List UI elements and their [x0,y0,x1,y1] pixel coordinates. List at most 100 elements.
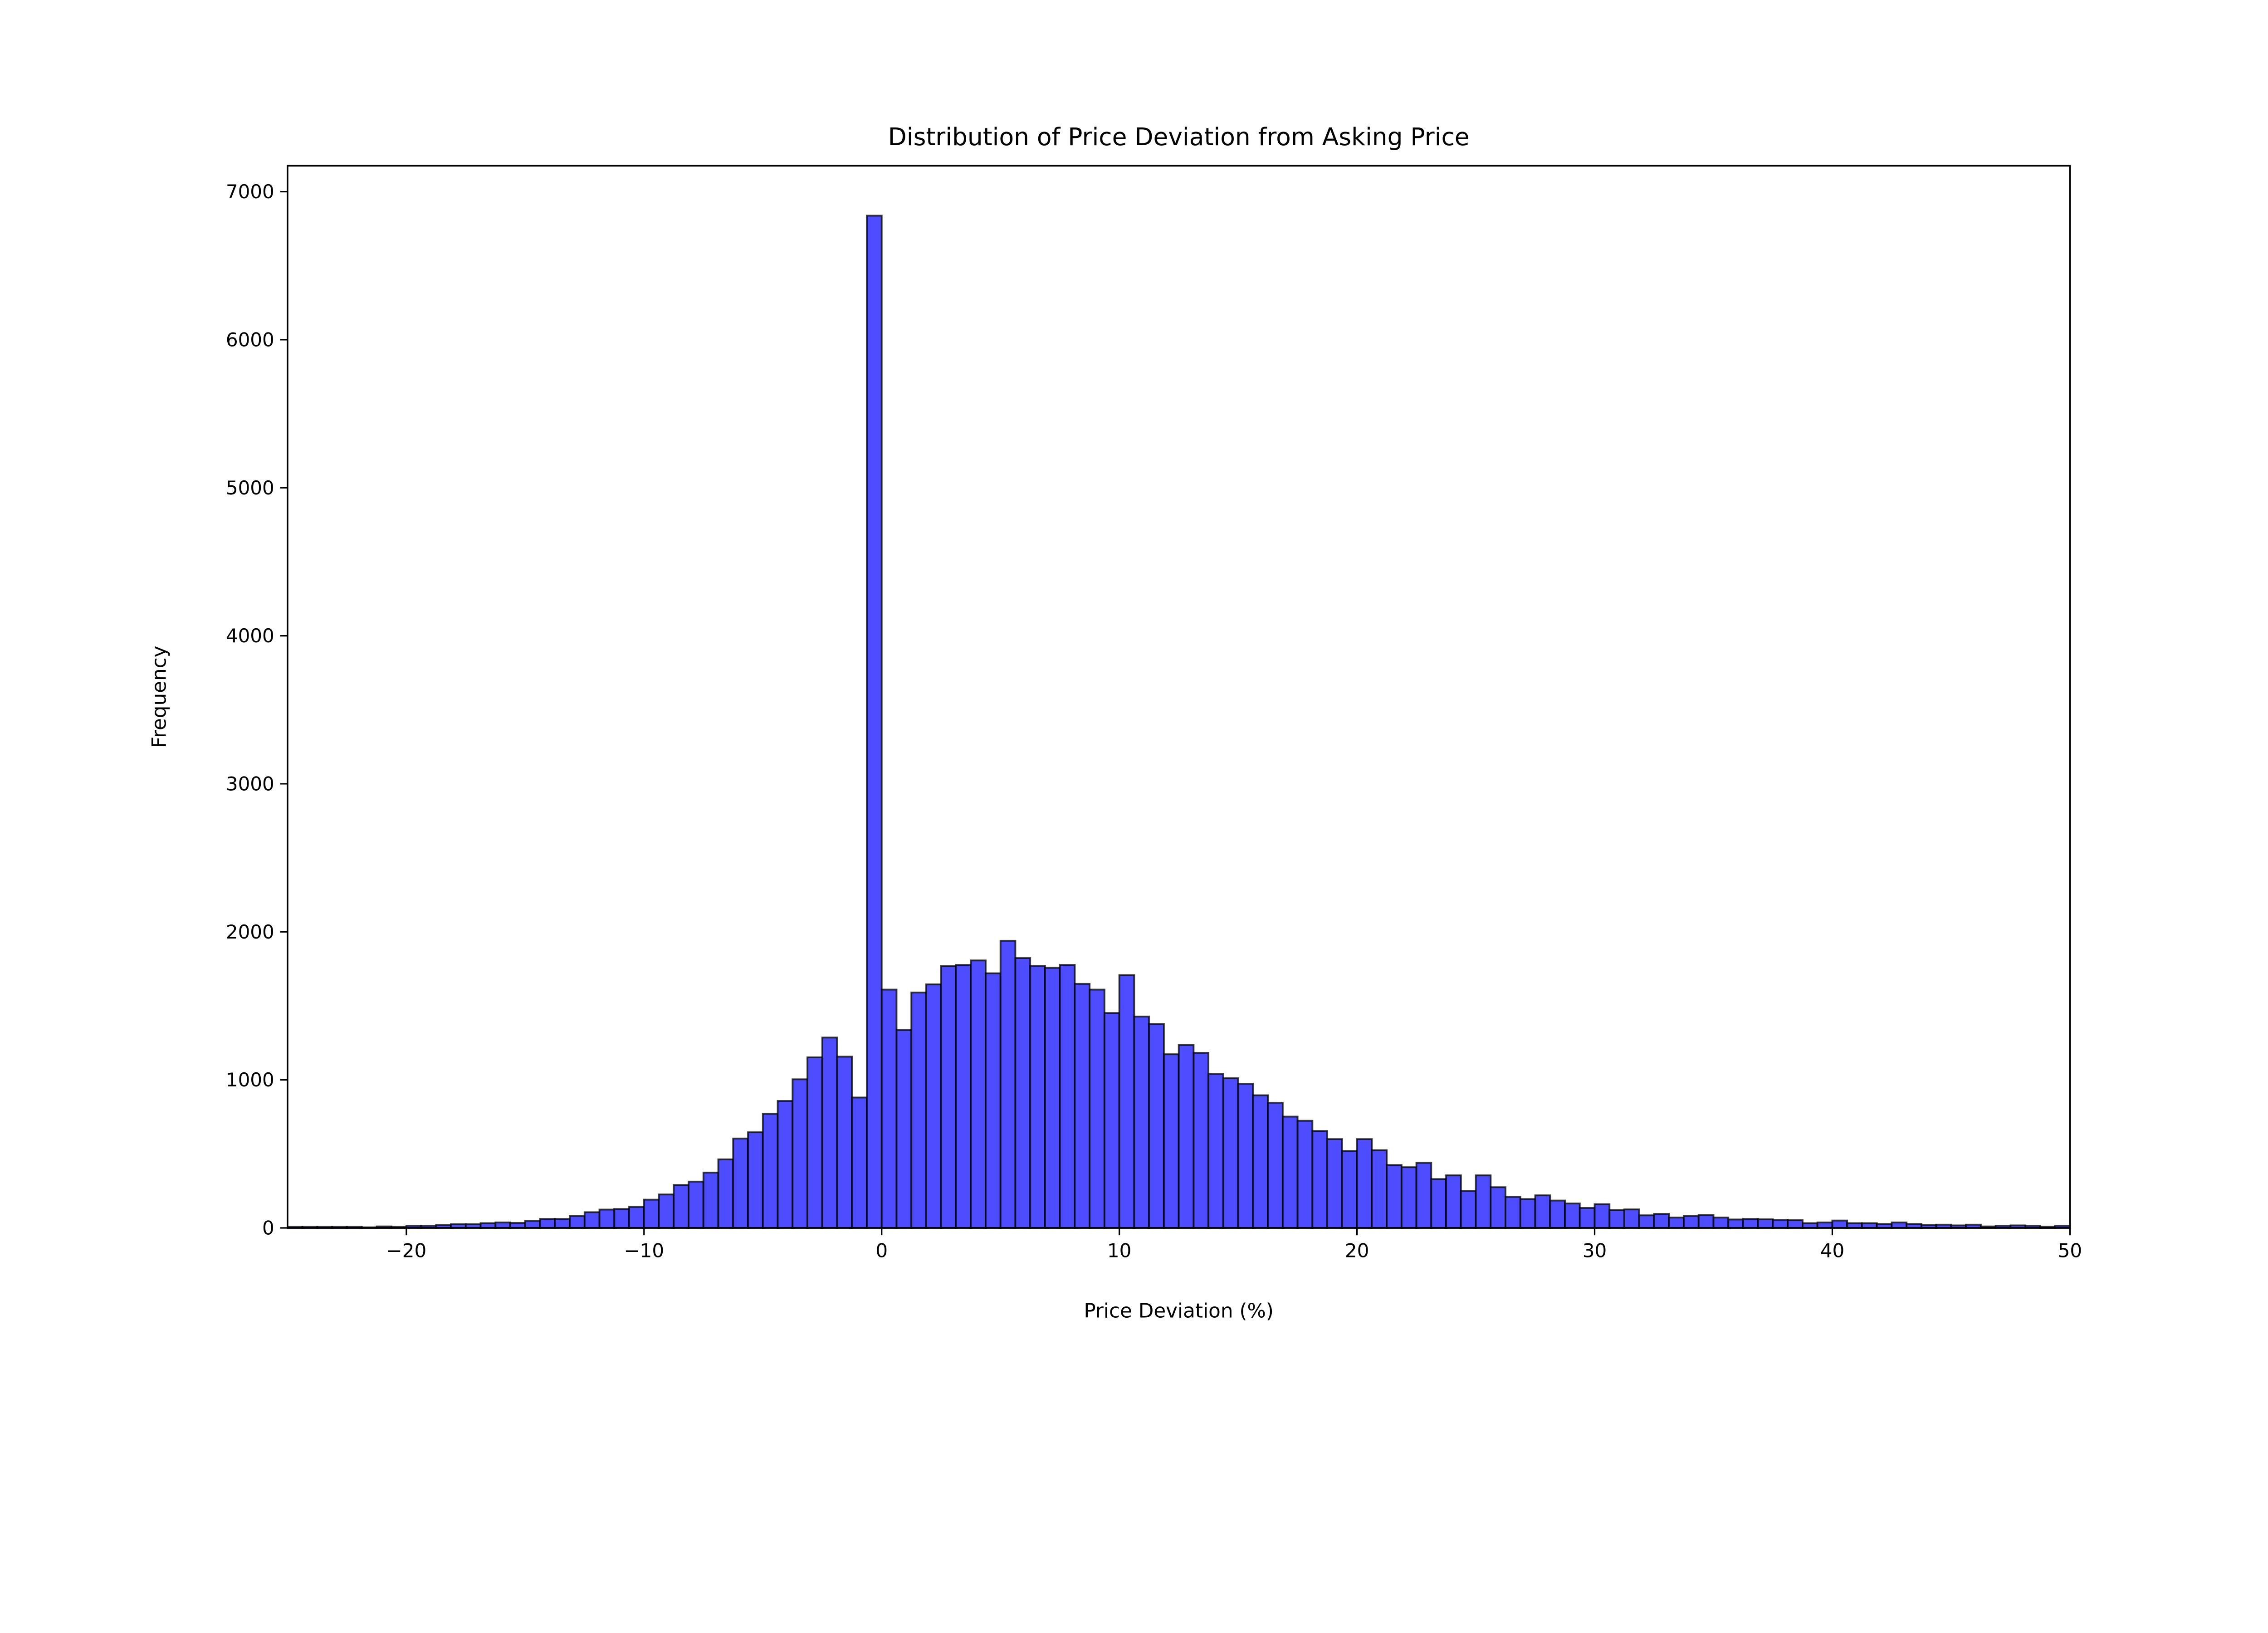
histogram-bar [732,1137,749,1229]
histogram-bar [1430,1178,1447,1229]
y-tick-label: 1000 [226,1069,274,1091]
histogram-bar [613,1208,630,1229]
histogram-bar [539,1218,556,1229]
histogram-bar [1133,1016,1150,1229]
histogram-bar [1742,1218,1759,1229]
histogram-bar [1683,1215,1700,1229]
histogram-bar [1608,1209,1625,1229]
histogram-bar [1148,1023,1165,1229]
histogram-bar [851,1096,868,1229]
histogram-bar [1787,1219,1804,1229]
y-tick-label: 4000 [226,625,274,647]
x-tick-label: 30 [1583,1240,1607,1262]
histogram-bar [955,964,972,1229]
histogram-bar [569,1215,586,1229]
histogram-bar [643,1198,660,1229]
histogram-bar [1118,974,1135,1229]
histogram-bar [658,1193,675,1229]
histogram-bar [1089,988,1105,1229]
histogram-bar [1593,1203,1611,1229]
histogram-bar [1267,1101,1284,1229]
histogram-bar [1415,1162,1432,1229]
histogram-bar [688,1180,704,1229]
histogram-bar [910,992,927,1229]
histogram-bar [1727,1218,1744,1229]
histogram-bar [554,1218,571,1229]
histogram-bar [494,1221,512,1229]
histogram-bar [1519,1198,1536,1229]
histogram-bar [1475,1174,1492,1229]
histogram-bar [985,972,1002,1229]
histogram-bar [1281,1115,1299,1229]
histogram-bar [1074,983,1091,1229]
x-tick-label: 40 [1820,1240,1844,1262]
histogram-bar [1163,1053,1180,1229]
histogram-bar [524,1220,541,1229]
histogram-bar [1697,1214,1715,1229]
histogram-bar [1460,1190,1477,1229]
histogram-bar [1178,1044,1195,1229]
y-tick-label: 0 [262,1217,274,1239]
histogram-bar [821,1037,838,1229]
histogram-bar [1252,1094,1269,1229]
histogram-bar [1891,1221,1908,1229]
histogram-bar [762,1113,779,1229]
y-axis-label: Frequency [147,645,171,748]
histogram-bar [1831,1219,1848,1229]
histogram-bar [583,1211,601,1229]
x-axis-label: Price Deviation (%) [1084,1299,1274,1322]
histogram-bar [673,1184,689,1229]
histogram-bar [1371,1149,1388,1229]
histogram-bar [1816,1221,1833,1229]
histogram-bar [895,1029,913,1229]
histogram-bar [1400,1166,1418,1229]
y-tick-label: 5000 [226,477,274,499]
histogram-bar [717,1158,734,1229]
x-tick-label: −20 [386,1240,427,1262]
histogram-bar [1490,1186,1506,1229]
chart-title: Distribution of Price Deviation from Ask… [888,122,1470,151]
histogram-bar [1549,1199,1566,1229]
histogram-bar [836,1056,853,1229]
histogram-bar [1386,1164,1403,1229]
histogram-bar [777,1100,794,1229]
histogram-bar [1296,1120,1314,1229]
histogram-bar [1534,1194,1551,1229]
histogram-bar [792,1078,808,1229]
histogram-bar [1356,1138,1373,1229]
y-tick-label: 6000 [226,328,274,351]
histogram-bar [1564,1203,1581,1229]
histogram-bar [628,1206,645,1229]
histogram-bar [970,959,987,1229]
y-tick-label: 3000 [226,772,274,795]
histogram-bar [1505,1196,1521,1229]
y-axis-ticks: 0 1000 2000 3000 4000 5000 6000 7000 [226,181,288,1239]
histogram-bar [1341,1150,1358,1229]
histogram-bar [1193,1051,1210,1229]
histogram-bar [1757,1218,1774,1229]
histogram-bar [1222,1077,1239,1229]
histogram-bar [880,988,898,1229]
histogram-bar [1103,1012,1120,1229]
histogram-bar [1044,967,1061,1229]
x-tick-label: 20 [1345,1240,1369,1262]
histogram-bar [747,1131,764,1229]
x-axis-ticks: −20 −10 0 10 20 30 40 50 [386,1227,2082,1262]
x-tick-label: 10 [1107,1240,1131,1262]
histogram-bar [866,215,883,1229]
histogram-chart: −20 −10 0 10 20 30 40 50 0 1000 2000 3000 4000 5000 6… [147,122,2082,1323]
x-tick-label: 0 [875,1240,888,1262]
histogram-bar [1059,964,1076,1229]
histogram-bar [1207,1073,1224,1229]
histogram-bar [702,1171,719,1229]
y-tick-label: 2000 [226,921,274,943]
histogram-bar [1712,1217,1730,1229]
histogram-bar [1772,1219,1789,1229]
histogram-bar [1445,1174,1462,1229]
bars-group [286,215,2071,1229]
histogram-bar [1623,1208,1640,1229]
histogram-bar [1638,1214,1655,1229]
x-tick-label: 50 [2058,1240,2082,1262]
histogram-bar [1237,1083,1254,1229]
x-tick-label: −10 [624,1240,664,1262]
